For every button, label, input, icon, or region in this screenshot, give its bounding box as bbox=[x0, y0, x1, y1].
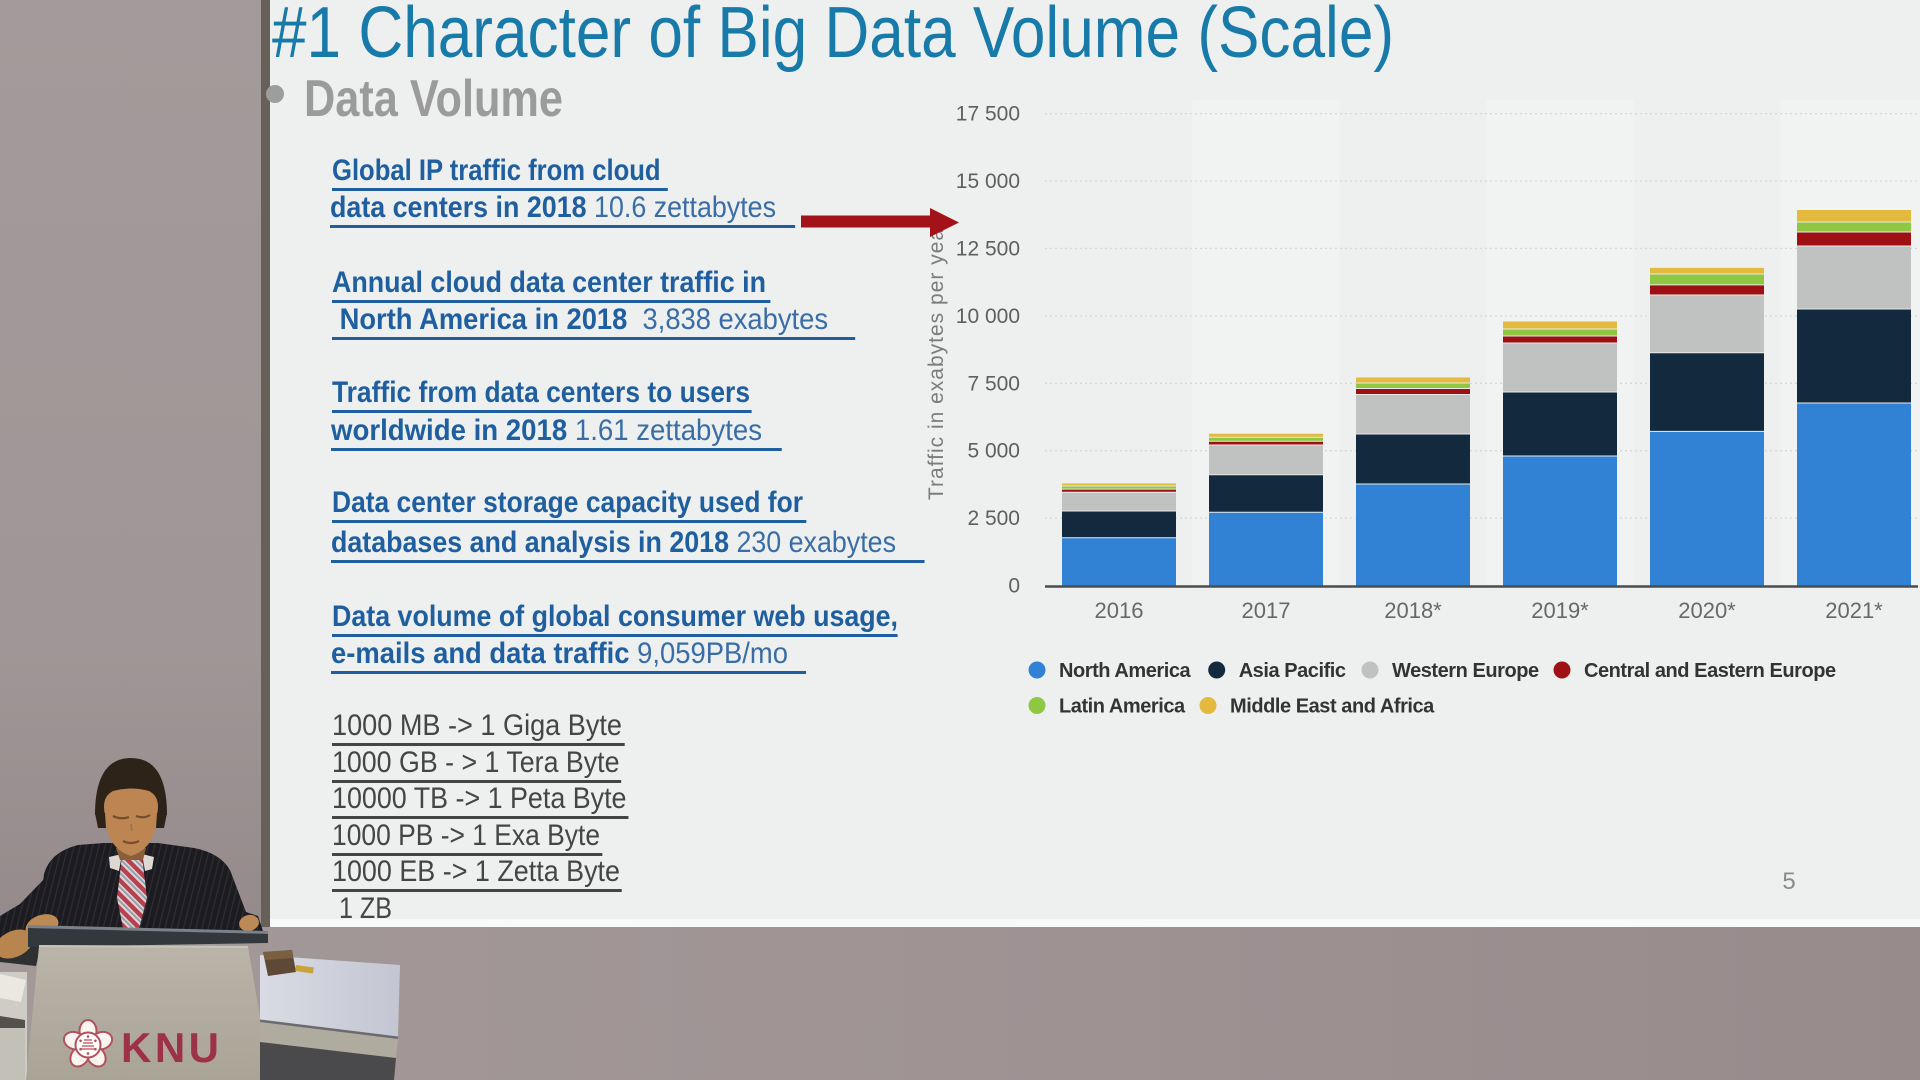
svg-text:Central and Eastern Europe: Central and Eastern Europe bbox=[1584, 660, 1836, 682]
svg-text:Western Europe: Western Europe bbox=[1392, 660, 1539, 682]
svg-text:17 500: 17 500 bbox=[956, 103, 1020, 126]
svg-text:KNU: KNU bbox=[121, 1024, 221, 1071]
svg-text:2019*: 2019* bbox=[1531, 598, 1589, 623]
svg-text:Asia Pacific: Asia Pacific bbox=[1239, 660, 1346, 682]
svg-text:Middle East and Africa: Middle East and Africa bbox=[1230, 696, 1435, 718]
svg-text:12 500: 12 500 bbox=[956, 237, 1020, 260]
svg-text:5: 5 bbox=[1782, 868, 1795, 895]
svg-text:2016: 2016 bbox=[1095, 598, 1144, 623]
svg-text:2 500: 2 500 bbox=[967, 507, 1020, 530]
svg-text:Latin America: Latin America bbox=[1059, 696, 1186, 718]
svg-text:7 500: 7 500 bbox=[967, 372, 1020, 395]
svg-text:10 000: 10 000 bbox=[956, 305, 1020, 328]
svg-text:2017: 2017 bbox=[1242, 598, 1291, 623]
svg-text:5 000: 5 000 bbox=[967, 440, 1020, 463]
svg-text:Traffic in exabytes per year: Traffic in exabytes per year bbox=[925, 220, 948, 500]
svg-text:15 000: 15 000 bbox=[956, 170, 1020, 193]
svg-text:2021*: 2021* bbox=[1825, 598, 1883, 623]
svg-text:0: 0 bbox=[1008, 575, 1020, 598]
svg-text:North America: North America bbox=[1059, 660, 1192, 682]
svg-text:2020*: 2020* bbox=[1678, 598, 1736, 623]
svg-text:2018*: 2018* bbox=[1384, 598, 1442, 623]
